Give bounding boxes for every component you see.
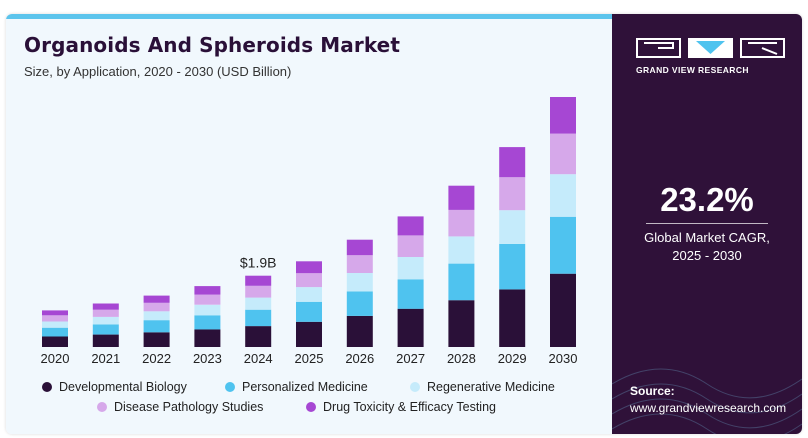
chart-title: Organoids And Spheroids Market <box>24 33 401 57</box>
cagr-label-line2: 2025 - 2030 <box>672 248 742 263</box>
x-tick-label: 2025 <box>295 351 324 366</box>
data-label: $1.9B <box>240 255 277 271</box>
bar-segment-2030-3 <box>550 174 576 217</box>
x-tick-label: 2029 <box>498 351 527 366</box>
bar-segment-2024-1 <box>245 326 272 347</box>
legend-swatch <box>306 402 316 412</box>
bar-segment-2020-5 <box>42 310 68 316</box>
legend-label: Regenerative Medicine <box>427 380 555 394</box>
bar-segment-2020-2 <box>42 327 68 337</box>
logo-mark-icon <box>636 38 786 58</box>
bar-segment-2026-3 <box>346 273 373 292</box>
bar-segment-2022-5 <box>143 295 170 303</box>
bar-segment-2029-3 <box>499 210 526 244</box>
divider <box>646 223 768 224</box>
bar-segment-2029-4 <box>499 177 526 211</box>
bar-segment-2022-3 <box>143 311 170 321</box>
brand-name: GRAND VIEW RESEARCH <box>636 65 749 75</box>
bar-segment-2020-1 <box>42 336 68 347</box>
bar-segment-2030-5 <box>550 97 576 134</box>
bar-segment-2026-1 <box>346 315 373 347</box>
bar-segment-2021-2 <box>92 324 119 335</box>
cagr-label-line1: Global Market CAGR, <box>644 230 770 245</box>
bar-segment-2027-3 <box>397 257 424 280</box>
bar-segment-2022-1 <box>143 332 170 347</box>
bar-segment-2023-3 <box>194 304 221 316</box>
bar-segment-2028-4 <box>448 209 475 237</box>
legend-label: Developmental Biology <box>59 380 187 394</box>
legend-label: Disease Pathology Studies <box>114 400 264 414</box>
bar-segment-2024-4 <box>245 285 272 298</box>
bar-segment-2023-2 <box>194 315 221 330</box>
brand-logo: GRAND VIEW RESEARCH <box>636 38 786 75</box>
legend-swatch <box>225 382 235 392</box>
infographic-card: Organoids And Spheroids Market Size, by … <box>6 14 802 434</box>
chart-subtitle: Size, by Application, 2020 - 2030 (USD B… <box>24 64 292 79</box>
bar-segment-2025-2 <box>296 301 322 322</box>
bar-segment-2027-1 <box>397 308 424 347</box>
x-tick-label: 2030 <box>549 351 578 366</box>
bar-segment-2025-5 <box>296 261 322 274</box>
legend-item-disease-pathology-studies: Disease Pathology Studies <box>97 400 263 414</box>
bar-segment-2027-4 <box>397 235 424 257</box>
bar-segment-2025-1 <box>296 321 322 347</box>
cagr-label: Global Market CAGR, 2025 - 2030 <box>612 229 802 265</box>
decorative-wave <box>612 368 802 434</box>
x-tick-label: 2026 <box>345 351 374 366</box>
bar-segment-2022-4 <box>143 302 170 312</box>
legend-label: Drug Toxicity & Efficacy Testing <box>323 400 496 414</box>
legend-swatch <box>97 402 107 412</box>
bar-segment-2021-3 <box>92 316 119 325</box>
accent-bar <box>6 14 612 19</box>
side-panel: GRAND VIEW RESEARCH 23.2% Global Market … <box>612 14 802 434</box>
bar-segment-2030-4 <box>550 133 576 175</box>
bar-segment-2027-2 <box>397 279 424 309</box>
bar-segment-2025-4 <box>296 273 322 288</box>
bar-segment-2026-5 <box>346 239 373 256</box>
legend-swatch <box>410 382 420 392</box>
bar-segment-2020-4 <box>42 315 68 322</box>
bar-segment-2024-5 <box>245 275 272 286</box>
x-tick-label: 2024 <box>244 351 273 366</box>
bar-segment-2023-4 <box>194 294 221 305</box>
x-tick-label: 2021 <box>91 351 120 366</box>
bar-segment-2021-4 <box>92 309 119 317</box>
source-label: Source: <box>630 384 675 398</box>
legend-item-regenerative-medicine: Regenerative Medicine <box>410 380 555 394</box>
source-url[interactable]: www.grandviewresearch.com <box>630 401 787 415</box>
x-tick-label: 2023 <box>193 351 222 366</box>
bar-segment-2026-2 <box>346 291 373 316</box>
legend-item-drug-toxicity-efficacy-testing: Drug Toxicity & Efficacy Testing <box>306 400 496 414</box>
legend-label: Personalized Medicine <box>242 380 368 394</box>
x-tick-label: 2027 <box>396 351 425 366</box>
legend-swatch <box>42 382 52 392</box>
legend-item-developmental-biology: Developmental Biology <box>42 380 187 394</box>
bar-segment-2021-1 <box>92 334 119 347</box>
cagr-value: 23.2% <box>660 181 754 218</box>
bar-segment-2023-5 <box>194 286 221 295</box>
bar-segment-2026-4 <box>346 255 373 273</box>
bar-segment-2020-3 <box>42 321 68 328</box>
stacked-bar-chart: 2020 2021 2022 2023 2024 2025 2026 2027 2028 2029… <box>41 97 578 366</box>
x-tick-label: 2028 <box>447 351 476 366</box>
legend-item-personalized-medicine: Personalized Medicine <box>225 380 368 394</box>
bar-segment-2027-5 <box>397 216 424 236</box>
bar-segment-2025-3 <box>296 287 322 302</box>
bar-segment-2022-2 <box>143 320 170 333</box>
bar-segment-2024-2 <box>245 309 272 327</box>
x-tick-label: 2022 <box>142 351 171 366</box>
bar-segment-2021-5 <box>92 303 119 310</box>
x-tick-label: 2020 <box>41 351 70 366</box>
bar-segment-2028-3 <box>448 236 475 264</box>
bar-segment-2028-2 <box>448 263 475 301</box>
bar-segment-2029-2 <box>499 243 526 290</box>
bar-segment-2028-5 <box>448 185 475 210</box>
bar-segment-2028-1 <box>448 300 475 347</box>
bar-segment-2029-1 <box>499 289 526 347</box>
bar-segment-2024-3 <box>245 297 272 310</box>
bar-segment-2029-5 <box>499 147 526 178</box>
bar-segment-2030-2 <box>550 216 576 274</box>
bar-segment-2030-1 <box>550 273 576 347</box>
bar-segment-2023-1 <box>194 329 221 347</box>
